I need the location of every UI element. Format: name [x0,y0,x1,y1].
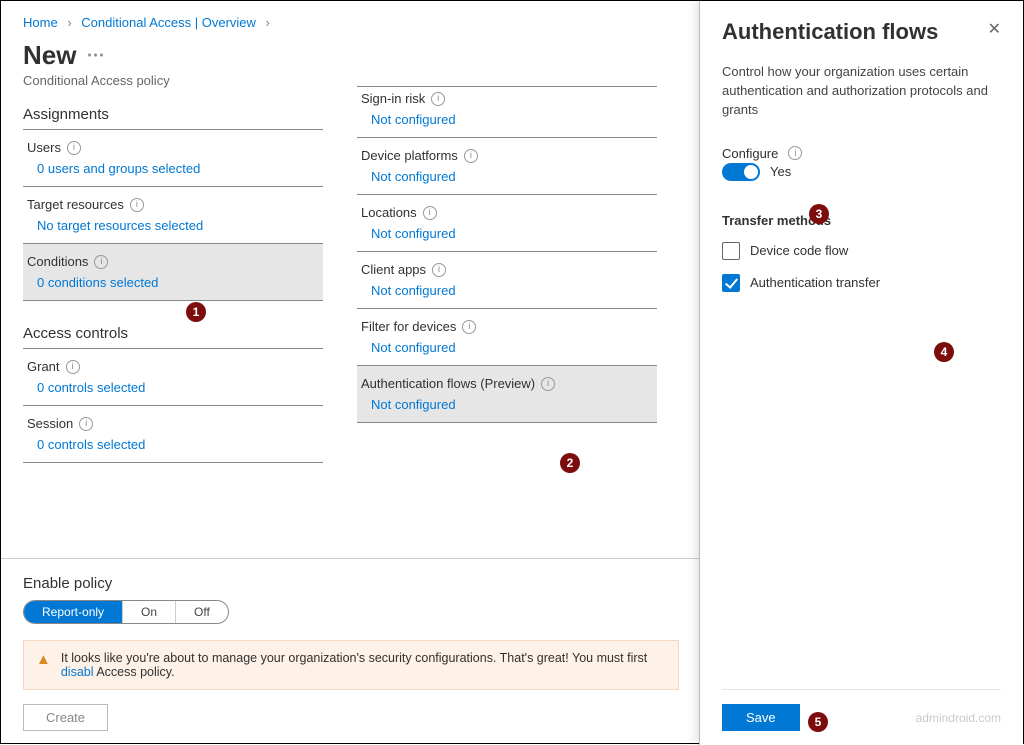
annotation-badge-1: 1 [186,302,206,322]
signin-risk-label: Sign-in risk [361,91,425,106]
page-title-row: New ⋯ [23,40,679,71]
users-block[interactable]: Users i 0 users and groups selected [23,130,323,187]
target-resources-block[interactable]: Target resources i No target resources s… [23,187,323,244]
info-icon[interactable]: i [79,417,93,431]
locations-label: Locations [361,205,417,220]
auth-flows-value[interactable]: Not configured [361,397,653,412]
conditions-value[interactable]: 0 conditions selected [27,275,319,290]
client-apps-block[interactable]: Client apps i Not configured [357,252,657,309]
watermark: admindroid.com [916,711,1001,725]
device-code-flow-checkbox-row[interactable]: Device code flow [722,242,1001,260]
page-title: New [23,40,76,71]
info-icon[interactable]: i [462,320,476,334]
info-icon[interactable]: i [464,149,478,163]
warning-text-body: It looks like you're about to manage you… [61,651,647,665]
info-icon[interactable]: i [788,146,802,160]
device-platforms-label: Device platforms [361,148,458,163]
save-button[interactable]: Save [722,704,800,731]
session-block[interactable]: Session i 0 controls selected [23,406,323,463]
info-icon[interactable]: i [94,255,108,269]
flyout-description: Control how your organization uses certa… [722,63,1001,120]
info-icon[interactable]: i [423,206,437,220]
filter-devices-block[interactable]: Filter for devices i Not configured [357,309,657,366]
auth-transfer-checkbox-row[interactable]: Authentication transfer [722,274,1001,292]
grant-block[interactable]: Grant i 0 controls selected [23,349,323,406]
configure-toggle[interactable] [722,163,760,181]
breadcrumb-home[interactable]: Home [23,15,58,30]
device-platforms-block[interactable]: Device platforms i Not configured [357,138,657,195]
users-label: Users [27,140,61,155]
users-value[interactable]: 0 users and groups selected [27,161,319,176]
info-icon[interactable]: i [541,377,555,391]
auth-transfer-label: Authentication transfer [750,275,880,290]
close-icon[interactable]: ✕ [988,19,1001,39]
auth-flows-block[interactable]: Authentication flows (Preview) i Not con… [357,366,657,423]
info-icon[interactable]: i [130,198,144,212]
policy-option-off[interactable]: Off [176,601,228,623]
policy-option-on[interactable]: On [123,601,176,623]
auth-flows-label: Authentication flows (Preview) [361,376,535,391]
enable-policy-toggle[interactable]: Report-only On Off [23,600,229,624]
warning-icon: ▲ [36,651,51,668]
configure-label: Configure [722,146,778,161]
warning-text-tail: Access policy. [96,665,174,679]
filter-devices-label: Filter for devices [361,319,456,334]
locations-value[interactable]: Not configured [361,226,653,241]
info-icon[interactable]: i [67,141,81,155]
transfer-methods-heading: Transfer methods [722,213,1001,228]
configure-value: Yes [770,164,791,179]
client-apps-label: Client apps [361,262,426,277]
conditions-label: Conditions [27,254,88,269]
annotation-badge-2: 2 [560,453,580,473]
assignments-heading: Assignments [23,106,323,130]
footer-area: Enable policy Report-only On Off ▲ It lo… [1,558,701,745]
target-resources-label: Target resources [27,197,124,212]
access-controls-heading: Access controls [23,325,323,349]
warning-link[interactable]: disabl [61,665,94,679]
auth-flows-flyout: Authentication flows ✕ Control how your … [699,1,1023,745]
annotation-badge-5: 5 [808,712,828,732]
warning-banner: ▲ It looks like you're about to manage y… [23,640,679,690]
annotation-badge-3: 3 [809,204,829,224]
device-code-flow-checkbox[interactable] [722,242,740,260]
device-code-flow-label: Device code flow [750,243,848,258]
signin-risk-block[interactable]: Sign-in risk i Not configured [357,86,657,138]
signin-risk-value[interactable]: Not configured [361,112,653,127]
warning-text: It looks like you're about to manage you… [61,651,666,679]
session-value[interactable]: 0 controls selected [27,437,319,452]
policy-option-report-only[interactable]: Report-only [24,601,123,623]
target-resources-value[interactable]: No target resources selected [27,218,319,233]
auth-transfer-checkbox[interactable] [722,274,740,292]
grant-label: Grant [27,359,60,374]
filter-devices-value[interactable]: Not configured [361,340,653,355]
client-apps-value[interactable]: Not configured [361,283,653,298]
breadcrumb-separator: › [67,15,71,30]
breadcrumb-separator: › [266,15,270,30]
session-label: Session [27,416,73,431]
conditions-block[interactable]: Conditions i 0 conditions selected [23,244,323,301]
info-icon[interactable]: i [66,360,80,374]
device-platforms-value[interactable]: Not configured [361,169,653,184]
conditions-column: Sign-in risk i Not configured Device pla… [357,86,657,463]
enable-policy-label: Enable policy [23,575,679,592]
more-menu-icon[interactable]: ⋯ [86,45,104,66]
create-button: Create [23,704,108,731]
main-content-area: Home › Conditional Access | Overview › N… [1,1,701,745]
breadcrumb-overview[interactable]: Conditional Access | Overview [81,15,256,30]
assignments-column: Assignments Users i 0 users and groups s… [23,106,323,463]
annotation-badge-4: 4 [934,342,954,362]
locations-block[interactable]: Locations i Not configured [357,195,657,252]
grant-value[interactable]: 0 controls selected [27,380,319,395]
flyout-title: Authentication flows [722,19,938,45]
breadcrumb: Home › Conditional Access | Overview › [23,15,679,30]
info-icon[interactable]: i [432,263,446,277]
info-icon[interactable]: i [431,92,445,106]
